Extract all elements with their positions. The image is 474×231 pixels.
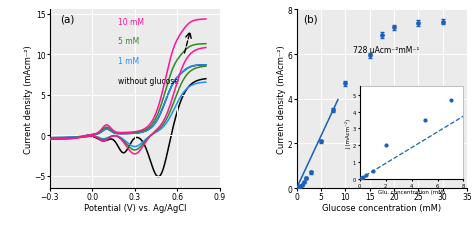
X-axis label: Glucose concentration (mM): Glucose concentration (mM) [322, 203, 441, 212]
Text: 5 mM: 5 mM [118, 37, 139, 46]
X-axis label: Potential (V) vs. Ag/AgCl: Potential (V) vs. Ag/AgCl [83, 203, 186, 212]
Y-axis label: Current density (mAcm⁻²): Current density (mAcm⁻²) [24, 45, 33, 153]
Text: 10 mM: 10 mM [118, 18, 144, 27]
Text: (a): (a) [60, 14, 74, 24]
Y-axis label: Current density (mAcm⁻²): Current density (mAcm⁻²) [277, 45, 286, 153]
Text: 728 μAcm⁻²mM⁻¹: 728 μAcm⁻²mM⁻¹ [353, 46, 419, 55]
Text: 1 mM: 1 mM [118, 57, 139, 66]
Text: without glucose: without glucose [118, 76, 179, 85]
Text: (b): (b) [303, 14, 318, 24]
